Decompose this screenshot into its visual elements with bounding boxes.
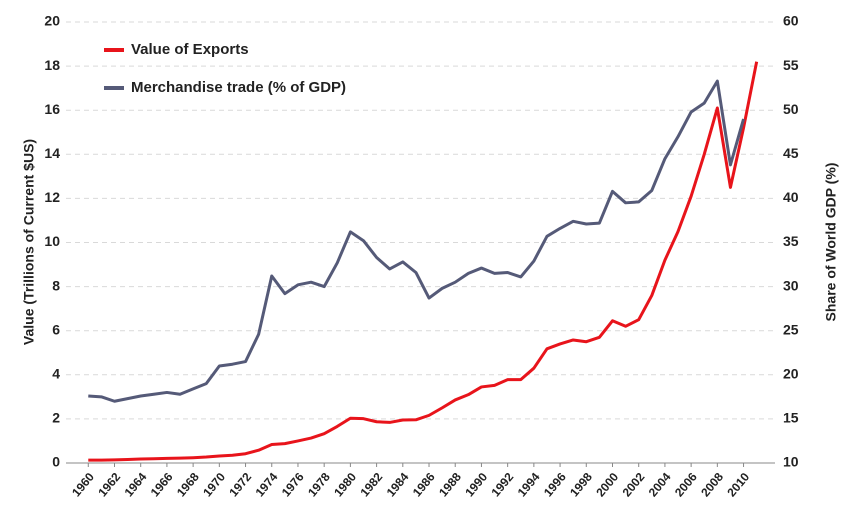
x-tick-label: 1968 (174, 470, 202, 500)
y-tick-label: 18 (44, 57, 60, 73)
x-tick-label: 2010 (724, 470, 752, 500)
x-tick-label: 1976 (279, 470, 307, 500)
y2-tick-label: 10 (783, 454, 799, 470)
x-tick-label: 1964 (122, 470, 150, 500)
x-tick-label: 1970 (200, 470, 228, 500)
legend-label: Merchandise trade (% of GDP) (131, 79, 346, 96)
x-tick-label: 1962 (95, 470, 123, 500)
y2-tick-label: 30 (783, 277, 799, 293)
y2-tick-label: 35 (783, 233, 799, 249)
x-tick-label: 1966 (148, 470, 176, 500)
y-tick-label: 10 (44, 233, 60, 249)
x-tick-label: 1998 (567, 470, 595, 500)
y-tick-label: 8 (52, 277, 60, 293)
y2-tick-label: 25 (783, 321, 799, 337)
x-tick-label: 1960 (69, 470, 97, 500)
y-tick-label: 6 (52, 321, 60, 337)
y2-tick-label: 50 (783, 101, 799, 117)
y-tick-label: 14 (44, 145, 60, 161)
x-tick-label: 2008 (698, 470, 726, 500)
x-tick-label: 1980 (331, 470, 359, 500)
y-tick-label: 16 (44, 101, 60, 117)
y2-tick-label: 55 (783, 57, 799, 73)
x-tick-label: 2002 (620, 470, 648, 500)
x-tick-label: 1994 (515, 470, 543, 500)
x-tick-label: 1984 (384, 470, 412, 500)
y-tick-label: 20 (44, 13, 60, 29)
x-tick-label: 1974 (253, 470, 281, 500)
y-tick-label: 12 (44, 189, 60, 205)
y2-tick-label: 20 (783, 366, 799, 382)
series-line (88, 79, 745, 403)
x-tick-label: 2000 (593, 470, 621, 500)
x-tick-label: 2004 (646, 470, 674, 500)
x-tick-label: 1978 (305, 470, 333, 500)
y2-tick-label: 45 (783, 145, 799, 161)
x-tick-label: 1996 (541, 470, 569, 500)
legend-label: Value of Exports (131, 41, 249, 58)
y-tick-label: 4 (52, 366, 60, 382)
x-tick-label: 1972 (226, 470, 254, 500)
y-tick-label: 0 (52, 454, 60, 470)
x-tick-label: 1988 (436, 470, 464, 500)
y-tick-label: 2 (52, 410, 60, 426)
x-tick-label: 1982 (357, 470, 385, 500)
x-tick-label: 1990 (462, 470, 490, 500)
y2-axis-label: Share of World GDP (%) (823, 163, 839, 322)
y2-tick-label: 40 (783, 189, 799, 205)
y-axis-label: Value (Trillions of Current $US) (21, 139, 37, 345)
x-tick-label: 1992 (488, 470, 516, 500)
y2-tick-label: 15 (783, 410, 799, 426)
x-tick-label: 2006 (672, 470, 700, 500)
x-tick-label: 1986 (410, 470, 438, 500)
series-line (88, 61, 759, 462)
y2-tick-label: 60 (783, 13, 799, 29)
